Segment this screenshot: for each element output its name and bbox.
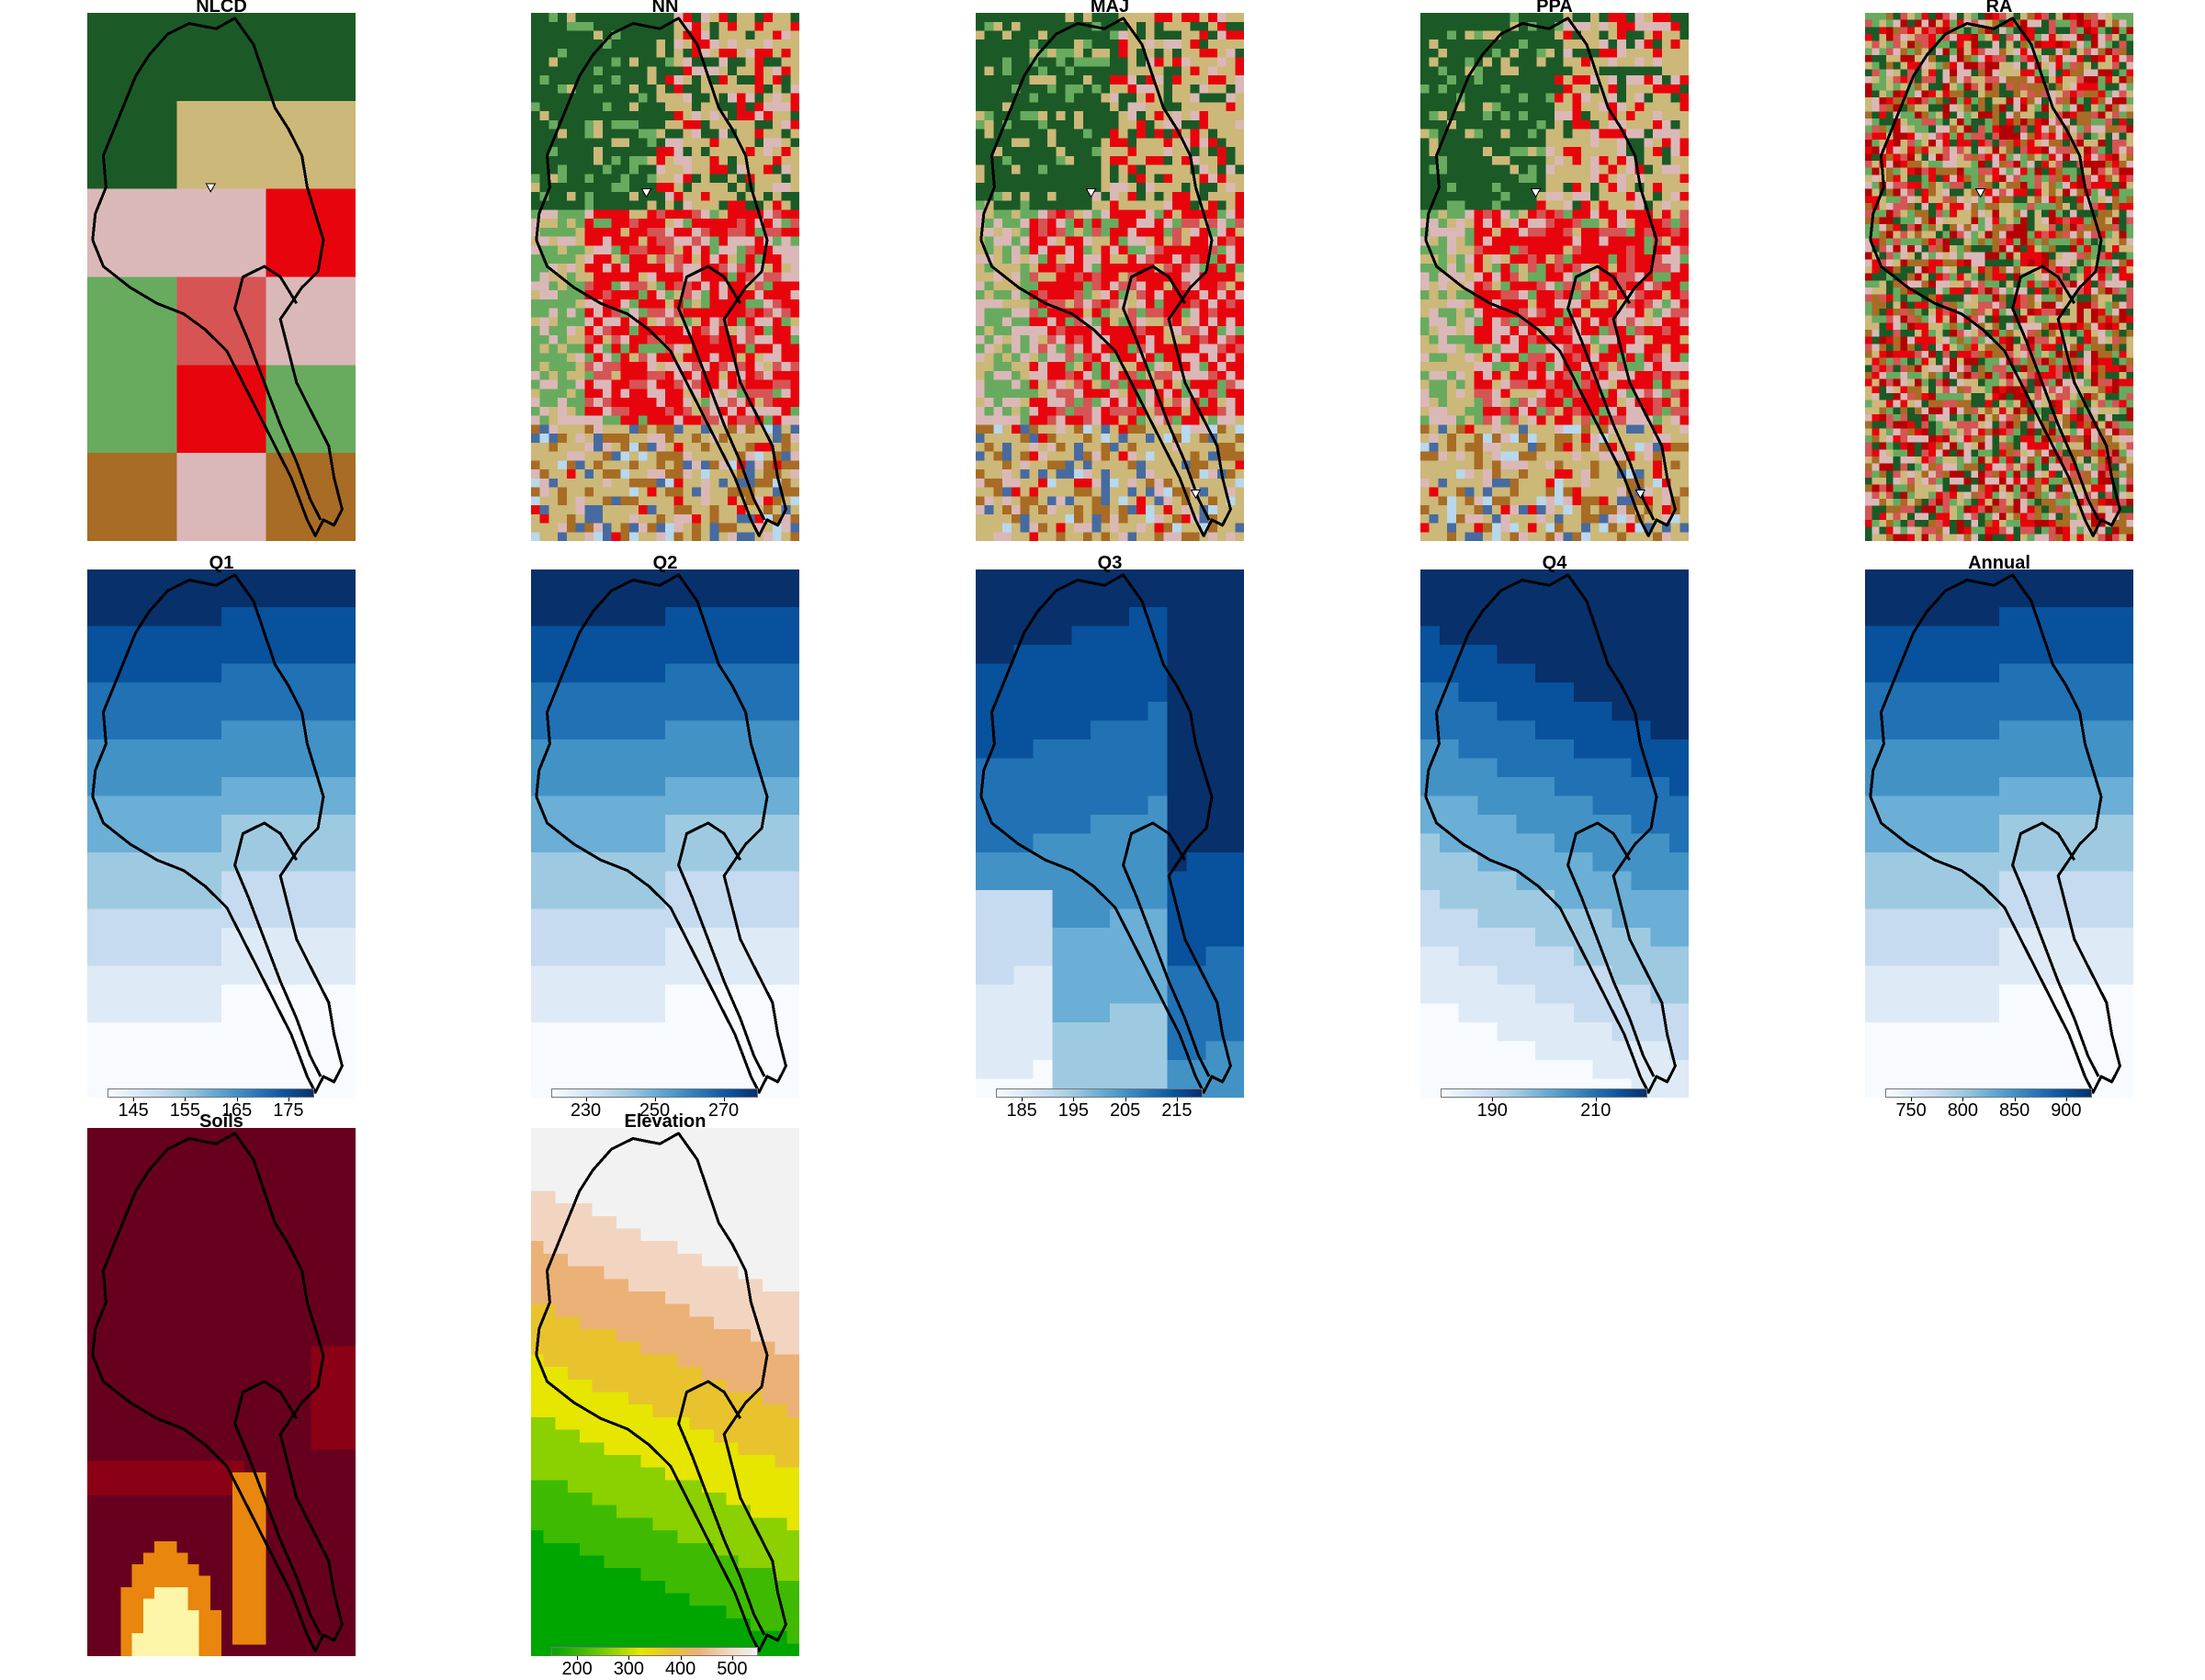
map-panel-ra: RA xyxy=(1865,13,2133,541)
legend-color-ramp xyxy=(1885,1088,2092,1098)
map-panel-soils: Soils xyxy=(87,1128,356,1656)
color-legend-q4: 190 210 xyxy=(1441,1088,1647,1122)
map-panel-nn: NN xyxy=(531,13,799,541)
panel-title-ppa: PPA xyxy=(1420,0,1689,16)
map-panel-nlcd: NLCD xyxy=(87,13,356,541)
map-raster-elevation xyxy=(531,1128,799,1656)
legend-tick-label: 800 xyxy=(1948,1101,1978,1120)
panel-title-q4: Q4 xyxy=(1420,554,1689,572)
map-raster-q2 xyxy=(531,569,799,1098)
legend-color-ramp xyxy=(1441,1088,1647,1098)
legend-color-ramp xyxy=(996,1088,1203,1098)
color-legend-elevation: 200 300 400 500 xyxy=(551,1647,758,1680)
map-raster-ra xyxy=(1865,13,2133,541)
panel-title-annual: Annual xyxy=(1865,554,2133,572)
legend-tick-label: 750 xyxy=(1895,1101,1926,1120)
map-raster-annual xyxy=(1865,569,2133,1098)
map-panel-ppa: PPA xyxy=(1420,13,1689,541)
map-raster-soils xyxy=(87,1128,356,1656)
legend-color-ramp xyxy=(551,1647,758,1656)
color-legend-annual: 750 800 850 900 xyxy=(1885,1088,2092,1122)
legend-tick-label: 185 xyxy=(1006,1101,1036,1120)
legend-tick-label: 850 xyxy=(1999,1101,2030,1120)
panel-title-nlcd: NLCD xyxy=(87,0,356,16)
legend-tick-label: 400 xyxy=(665,1660,695,1678)
map-raster-q1 xyxy=(87,569,356,1098)
panel-title-nn: NN xyxy=(531,0,799,16)
legend-tick-label: 210 xyxy=(1580,1101,1611,1120)
map-raster-ppa xyxy=(1420,13,1689,541)
map-raster-q4 xyxy=(1420,569,1689,1098)
legend-tick-label: 500 xyxy=(717,1660,747,1678)
panel-title-soils: Soils xyxy=(87,1112,356,1131)
map-panel-maj: MAJ xyxy=(976,13,1244,541)
panel-title-elevation: Elevation xyxy=(531,1112,799,1131)
legend-tick-label: 900 xyxy=(2051,1101,2081,1120)
color-legend-q3: 185 195 205 215 xyxy=(996,1088,1203,1122)
legend-tick-label: 215 xyxy=(1161,1101,1192,1120)
legend-tick-label: 195 xyxy=(1058,1101,1089,1120)
panel-title-maj: MAJ xyxy=(976,0,1244,16)
map-raster-nlcd xyxy=(87,13,356,541)
legend-tick-label: 200 xyxy=(561,1660,592,1678)
map-raster-nn xyxy=(531,13,799,541)
legend-tick-label: 300 xyxy=(614,1660,644,1678)
map-raster-maj xyxy=(976,13,1244,541)
panel-title-ra: RA xyxy=(1865,0,2133,16)
panel-title-q2: Q2 xyxy=(531,554,799,572)
legend-tick-label: 190 xyxy=(1477,1101,1508,1120)
panel-title-q3: Q3 xyxy=(976,554,1244,572)
legend-tick-label: 205 xyxy=(1110,1101,1140,1120)
map-raster-q3 xyxy=(976,569,1244,1098)
panel-title-q1: Q1 xyxy=(87,554,356,572)
legend-color-ramp xyxy=(107,1088,314,1098)
legend-color-ramp xyxy=(551,1088,758,1098)
